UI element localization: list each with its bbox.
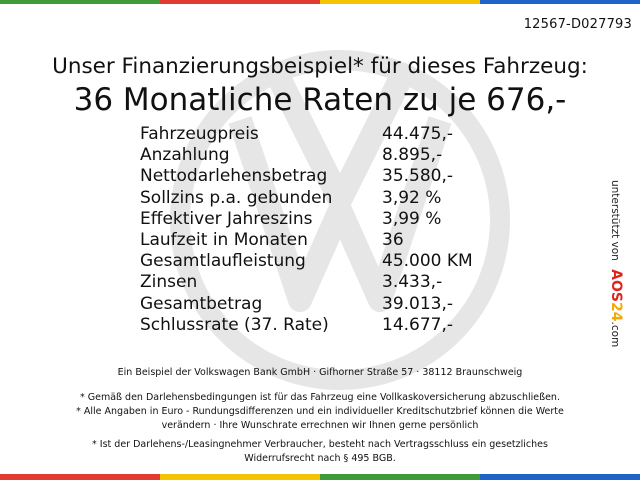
sidebar-prefix: unterstützt von <box>609 180 621 261</box>
footnote-withdrawal-line-2: Widerrufsrecht nach § 495 BGB. <box>244 452 396 464</box>
vw-logo-icon <box>170 50 510 390</box>
spec-row: Laufzeit in Monaten 36 <box>140 230 473 251</box>
spec-value: 35.580,- <box>382 166 454 187</box>
spec-value: 8.895,- <box>382 145 443 166</box>
spec-row: Zinsen 3.433,- <box>140 272 473 293</box>
spec-label: Fahrzeugpreis <box>140 124 259 144</box>
footnote-rounding-line-1: * Alle Angaben in Euro - Rundungsdiffere… <box>76 406 564 417</box>
bottom-bar-yellow <box>160 474 320 480</box>
spec-value: 3.433,- <box>382 272 443 293</box>
top-bar-green <box>0 0 160 4</box>
spec-value: 36 <box>382 229 404 250</box>
footnote-insurance: * Gemäß den Darlehensbedingungen ist für… <box>80 392 560 403</box>
spec-label: Anzahlung <box>140 145 230 166</box>
spec-row: Gesamtlaufleistung 45.000 KM <box>140 251 473 272</box>
spec-label: Gesamtlaufleistung <box>140 251 306 272</box>
footnote-withdrawal-line-1: * Ist der Darlehens-/Leasingnehmer Verbr… <box>92 439 548 450</box>
spec-label: Sollzins p.a. gebunden <box>140 187 333 208</box>
spec-row: Gesamtbetrag 39.013,- <box>140 294 473 315</box>
spec-value: 3,99 % <box>382 208 442 229</box>
bottom-bar-green <box>320 474 480 480</box>
financing-specs-table: Fahrzeugpreis 44.475,- Anzahlung 8.895,- N… <box>140 124 473 336</box>
sidebar-brand-24: 24 <box>608 302 624 322</box>
spec-value: 39.013,- <box>382 293 454 314</box>
spec-label: Effektiver Jahreszins <box>140 208 313 229</box>
top-bar-blue <box>480 0 640 4</box>
footnote-rounding: * Alle Angaben in Euro - Rundungsdiffere… <box>0 405 640 432</box>
spec-row: Effektiver Jahreszins 3,99 % <box>140 209 473 230</box>
spec-label: Laufzeit in Monaten <box>140 229 308 250</box>
sidebar-suffix: .com <box>609 321 621 347</box>
svg-text:unterstützt von AOS24.com: unterstützt von AOS24.com <box>608 180 624 347</box>
spec-row: Schlussrate (37. Rate) 14.677,- <box>140 315 473 336</box>
spec-value: 14.677,- <box>382 314 454 335</box>
spec-label: Schlussrate (37. Rate) <box>140 314 329 335</box>
top-bar-red <box>160 0 320 4</box>
footnote-rounding-line-2: verändern · Ihre Wunschrate errechnen wi… <box>161 419 479 431</box>
spec-label: Zinsen <box>140 272 198 293</box>
top-color-bar <box>0 0 640 4</box>
lender-line: Ein Beispiel der Volkswagen Bank GmbH · … <box>117 367 523 378</box>
spec-row: Anzahlung 8.895,- <box>140 145 473 166</box>
spec-value: 45.000 KM <box>382 251 473 272</box>
aos24-sidebar: unterstützt von AOS24.com <box>608 180 624 347</box>
reference-code: 12567-D027793 <box>523 17 632 32</box>
spec-value: 3,92 % <box>382 187 442 208</box>
spec-value: 44.475,- <box>382 124 454 144</box>
spec-label: Gesamtbetrag <box>140 293 263 314</box>
sidebar-brand-aos: AOS <box>608 269 624 302</box>
spec-row: Fahrzeugpreis 44.475,- <box>140 124 473 145</box>
spec-row: Nettodarlehensbetrag 35.580,- <box>140 166 473 187</box>
spec-row: Sollzins p.a. gebunden 3,92 % <box>140 188 473 209</box>
spec-label: Nettodarlehensbetrag <box>140 166 328 187</box>
monthly-rate-headline: 36 Monatliche Raten zu je 676,- <box>73 82 567 118</box>
bottom-bar-blue <box>480 474 640 480</box>
financing-headline: Unser Finanzierungsbeispiel* für dieses … <box>52 54 588 79</box>
bottom-color-bar <box>0 474 640 480</box>
footnote-withdrawal: * Ist der Darlehens-/Leasingnehmer Verbr… <box>0 438 640 465</box>
bottom-bar-red <box>0 474 160 480</box>
top-bar-yellow <box>320 0 480 4</box>
